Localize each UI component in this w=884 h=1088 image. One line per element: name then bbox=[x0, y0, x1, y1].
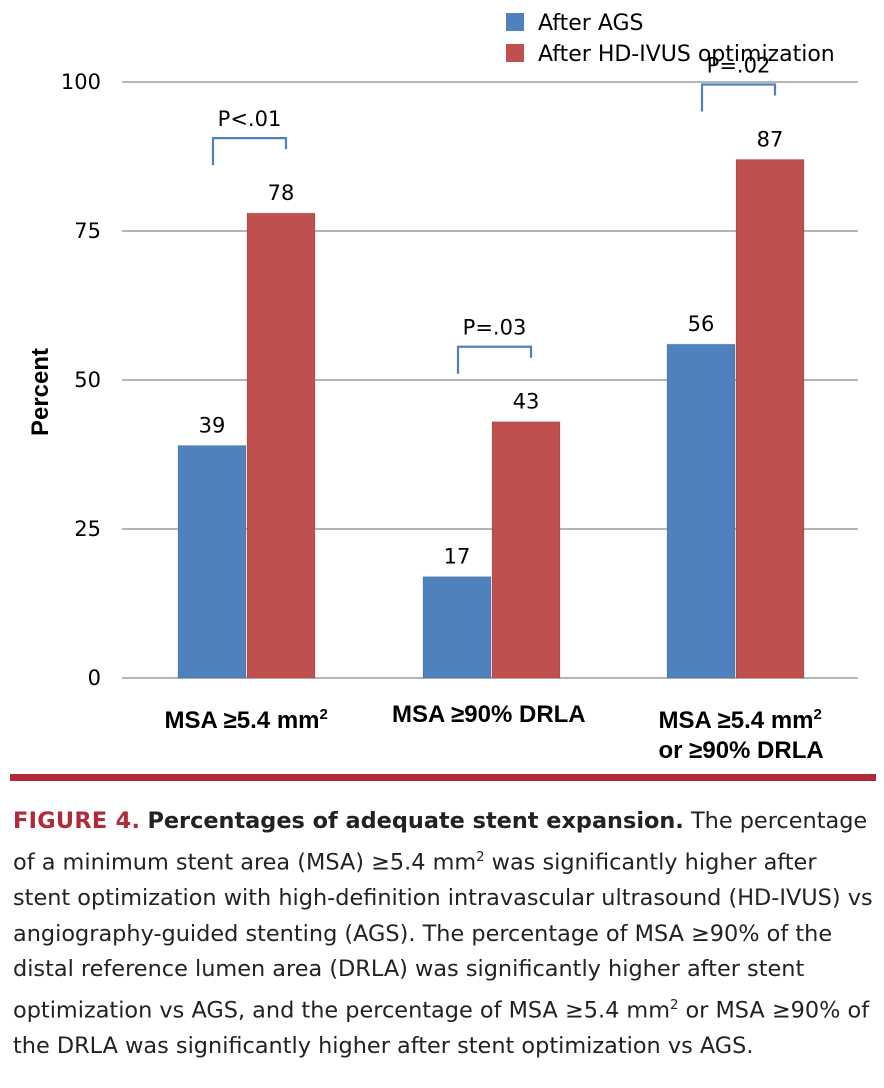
x-category-label: MSA ≥90% DRLA bbox=[392, 701, 586, 728]
legend-swatch bbox=[506, 13, 524, 31]
y-tick-label: 0 bbox=[88, 666, 101, 690]
bar-after-hd-ivus bbox=[246, 212, 316, 679]
y-tick-label: 50 bbox=[74, 368, 101, 392]
caption-superscript-2: 2 bbox=[670, 997, 679, 1013]
data-label: 17 bbox=[444, 545, 471, 569]
data-label: 87 bbox=[757, 127, 784, 151]
significance-bracket bbox=[211, 137, 288, 166]
y-axis-label: Percent bbox=[27, 348, 54, 436]
caption-text-3: or MSA ≥90% of the DRLA was significantl… bbox=[13, 997, 870, 1060]
significance-bracket bbox=[456, 345, 533, 374]
p-value-label: P=.02 bbox=[707, 53, 771, 77]
caption-text-1: The percentage of a minimum stent area (… bbox=[13, 808, 868, 876]
legend-label: After AGS bbox=[538, 11, 644, 36]
divider-rule bbox=[10, 774, 876, 781]
bar-after-ags bbox=[422, 576, 492, 679]
data-label: 43 bbox=[513, 390, 540, 414]
caption-superscript-1: 2 bbox=[476, 849, 485, 865]
x-category-label: MSA ≥5.4 mm2 bbox=[164, 706, 328, 734]
legend-swatch bbox=[506, 44, 524, 62]
x-category-label: MSA ≥5.4 mm2 or ≥90% DRLA bbox=[658, 706, 824, 764]
legend-label: After HD-IVUS optimization bbox=[538, 42, 835, 67]
caption-title: Percentages of adequate stent expansion. bbox=[147, 808, 684, 834]
y-axis-ticks: 0 25 50 75 100 bbox=[61, 70, 101, 690]
significance-brackets: P<.01 P=.03 P=.02 bbox=[211, 53, 777, 374]
data-labels: 39 78 17 43 56 87 bbox=[199, 127, 784, 568]
bar-chart: 0 25 50 75 100 Percent 39 78 17 43 56 87 P<.01 P=.… bbox=[27, 11, 858, 690]
caption-text-2: was significantly higher after stent opt… bbox=[13, 849, 873, 1024]
bar-after-hd-ivus bbox=[491, 421, 561, 679]
bar-after-ags bbox=[666, 343, 736, 679]
bars bbox=[177, 158, 805, 679]
y-tick-label: 100 bbox=[61, 70, 101, 94]
figure-label: FIGURE 4. bbox=[13, 808, 141, 834]
data-label: 78 bbox=[268, 181, 295, 205]
figure-caption: FIGURE 4. Percentages of adequate stent … bbox=[13, 804, 879, 1065]
bar-after-ags bbox=[177, 445, 247, 679]
y-tick-label: 75 bbox=[74, 219, 101, 243]
p-value-label: P=.03 bbox=[463, 316, 527, 340]
data-label: 39 bbox=[199, 414, 226, 438]
p-value-label: P<.01 bbox=[218, 107, 282, 131]
bar-after-hd-ivus bbox=[735, 158, 805, 679]
significance-bracket bbox=[700, 83, 777, 112]
y-tick-label: 25 bbox=[74, 517, 101, 541]
legend: After AGS After HD-IVUS optimization bbox=[506, 11, 835, 67]
data-label: 56 bbox=[688, 312, 715, 336]
